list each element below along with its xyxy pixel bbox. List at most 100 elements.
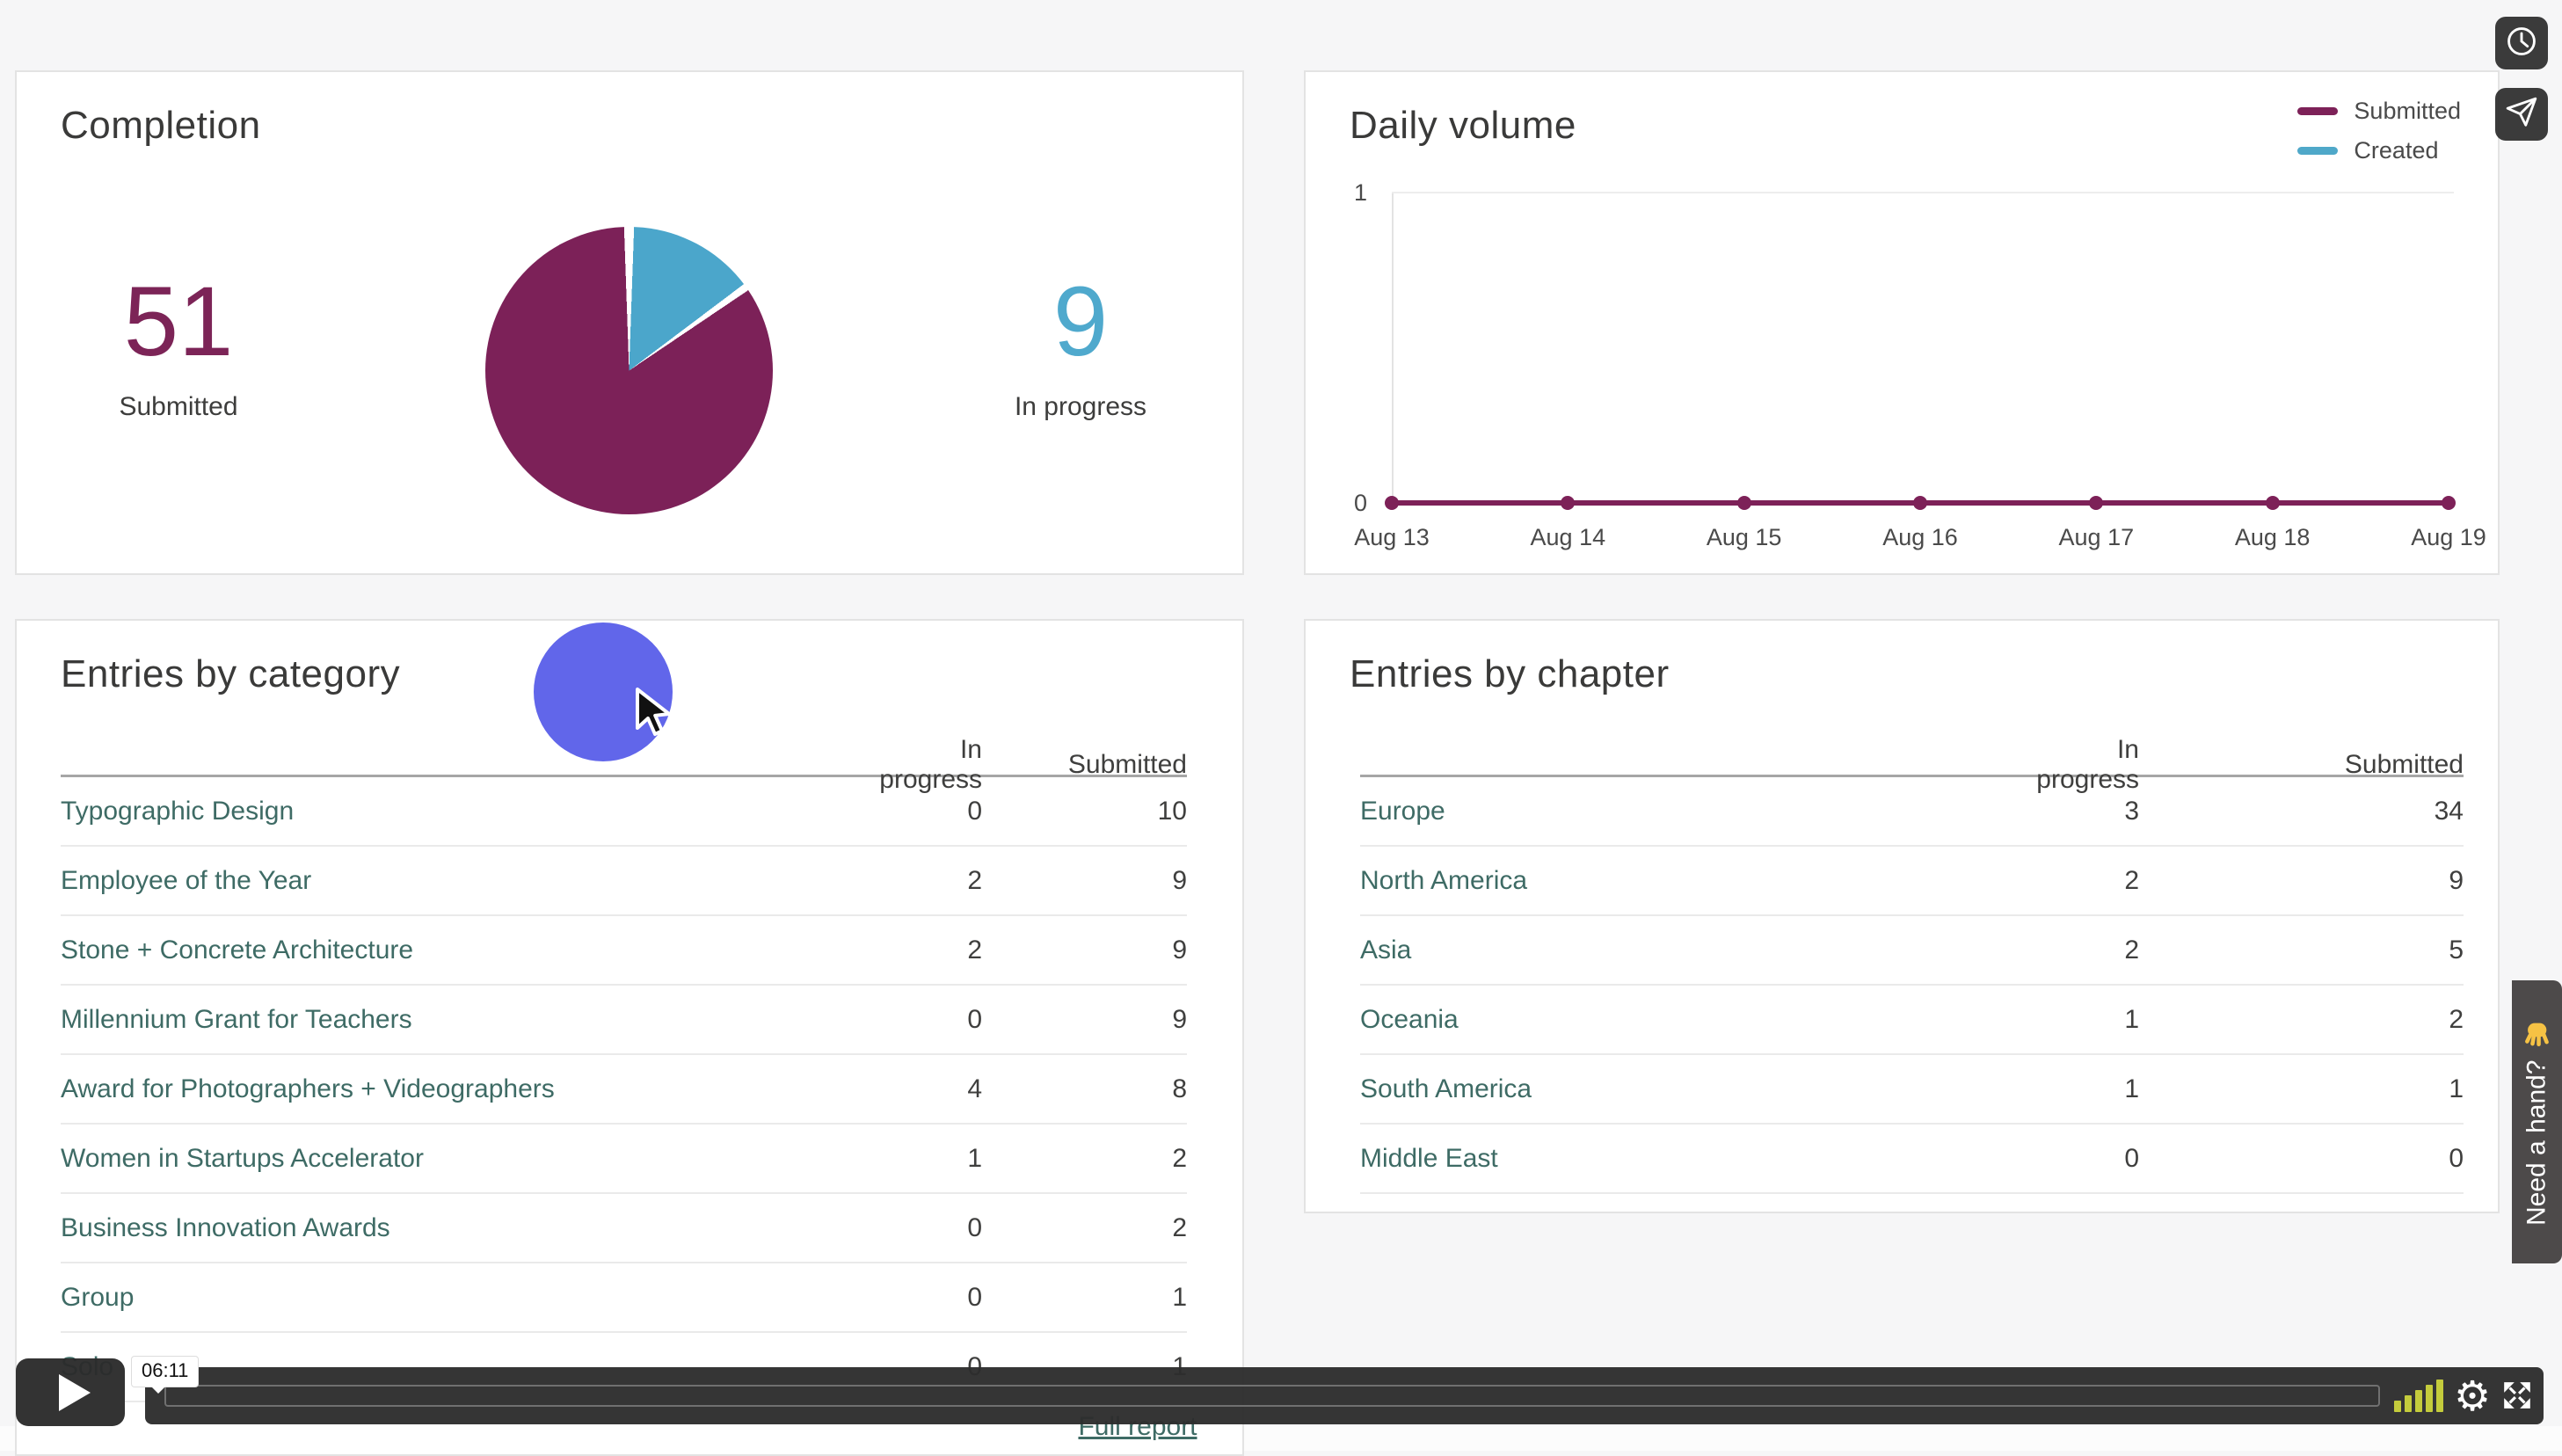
table-row: Typographic Design 0 10 (61, 777, 1187, 847)
submitted-value: 0 (2449, 1143, 2464, 1173)
entries-by-category-title: Entries by category (61, 652, 401, 695)
table-row: Business Innovation Awards 0 2 (61, 1194, 1187, 1263)
row-name-link[interactable]: North America (1360, 865, 1528, 895)
submitted-value: 34 (2434, 796, 2464, 826)
submitted-stat: 51 Submitted (64, 273, 293, 422)
completion-pie-chart (485, 227, 773, 514)
data-point (1385, 496, 1399, 510)
row-name-link[interactable]: Group (61, 1282, 135, 1312)
seek-time-tooltip: 06:11 (132, 1357, 199, 1394)
row-name-link[interactable]: Employee of the Year (61, 865, 312, 895)
play-button[interactable] (16, 1358, 125, 1426)
need-a-hand-tab[interactable]: Need a hand? (2512, 980, 2562, 1263)
in-progress-value: 2 (2124, 865, 2139, 895)
data-point (2442, 496, 2456, 510)
chart-legend: Submitted Created (2297, 91, 2461, 171)
data-point (1561, 496, 1576, 510)
row-name-link[interactable]: Award for Photographers + Videographers (61, 1074, 555, 1103)
in-progress-value: 2 (2124, 935, 2139, 965)
submitted-count: 51 (123, 266, 234, 376)
seek-bar[interactable] (164, 1385, 2380, 1407)
row-name-link[interactable]: South America (1360, 1074, 1532, 1103)
x-axis-tick: Aug 15 (1706, 524, 1782, 550)
data-point (2265, 496, 2280, 510)
in-progress-count: 9 (1052, 266, 1109, 376)
in-progress-stat: 9 In progress (966, 273, 1195, 422)
gridline-top (1392, 192, 2454, 193)
table-row: Asia 2 5 (1360, 916, 2464, 986)
submitted-value: 1 (1172, 1282, 1187, 1312)
daily-volume-title: Daily volume (1350, 104, 1576, 147)
data-point (2089, 496, 2104, 510)
completion-title: Completion (61, 104, 261, 147)
table-row: Stone + Concrete Architecture 2 9 (61, 916, 1187, 986)
table-row: Employee of the Year 2 9 (61, 847, 1187, 916)
play-icon (59, 1373, 91, 1411)
y-axis-tick-0: 0 (1353, 490, 1367, 516)
submitted-value: 8 (1172, 1074, 1187, 1103)
x-axis-tick: Aug 14 (1530, 524, 1606, 550)
submitted-value: 2 (2449, 1004, 2464, 1034)
submitted-value: 9 (1172, 935, 1187, 965)
row-name-link[interactable]: Middle East (1360, 1143, 1498, 1173)
chapters-table: In progress Submitted Europe 3 34 North Ame… (1360, 735, 2464, 1194)
entries-by-chapter-title: Entries by chapter (1350, 652, 1670, 695)
in-progress-value: 0 (967, 1212, 982, 1242)
in-progress-value: 0 (967, 796, 982, 826)
submitted-value: 1 (2449, 1074, 2464, 1103)
table-row: Award for Photographers + Videographers 4… (61, 1055, 1187, 1125)
categories-table: In progress Submitted Typographic Design… (61, 735, 1187, 1402)
table-row: Oceania 1 2 (1360, 986, 2464, 1055)
table-row: Women in Startups Accelerator 1 2 (61, 1125, 1187, 1194)
y-axis-line (1392, 193, 1394, 504)
x-axis-tick: Aug 19 (2411, 524, 2486, 550)
mouse-cursor-icon (632, 686, 674, 746)
x-axis-tick: Aug 18 (2234, 524, 2311, 550)
submitted-line-swatch (2297, 107, 2339, 115)
x-axis-tick: Aug 16 (1882, 524, 1958, 550)
fullscreen-icon[interactable] (2501, 1380, 2533, 1416)
clock-icon (2504, 24, 2539, 63)
player-control-bar: ⚙ (145, 1367, 2544, 1424)
in-progress-value: 4 (967, 1074, 982, 1103)
volume-bars-icon[interactable] (2394, 1380, 2443, 1412)
row-name-link[interactable]: Stone + Concrete Architecture (61, 935, 414, 965)
completion-card: Completion 51 Submitted 9 In progress (15, 70, 1244, 575)
legend-item-created: Created (2297, 131, 2461, 171)
submitted-value: 5 (2449, 935, 2464, 965)
submitted-value: 10 (1157, 796, 1187, 826)
row-name-link[interactable]: Millennium Grant for Teachers (61, 1004, 412, 1034)
x-axis-tick: Aug 17 (2058, 524, 2135, 550)
row-name-link[interactable]: Typographic Design (61, 796, 295, 826)
submitted-series-line (1385, 496, 2456, 510)
legend-label: Created (2354, 137, 2439, 164)
entries-by-chapter-card: Entries by chapter In progress Submitted… (1304, 619, 2500, 1213)
wave-hand-icon (2522, 1018, 2552, 1048)
row-name-link[interactable]: Women in Startups Accelerator (61, 1143, 424, 1173)
need-a-hand-label: Need a hand? (2522, 1059, 2551, 1227)
row-name-link[interactable]: Asia (1360, 935, 1412, 965)
in-progress-column-header: In progress (879, 735, 982, 794)
in-progress-value: 1 (2124, 1004, 2139, 1034)
in-progress-value: 0 (2124, 1143, 2139, 1173)
click-highlight (534, 622, 673, 761)
row-name-link[interactable]: Oceania (1360, 1004, 1459, 1034)
in-progress-value: 2 (967, 865, 982, 895)
in-progress-column-header: In progress (2036, 735, 2139, 794)
submitted-value: 9 (2449, 865, 2464, 895)
submitted-label: Submitted (119, 392, 238, 421)
submitted-column-header: Submitted (2344, 750, 2464, 779)
send-button[interactable] (2495, 88, 2548, 141)
submitted-column-header: Submitted (1067, 750, 1187, 779)
categories-table-header: In progress Submitted (61, 735, 1187, 794)
chapters-table-header: In progress Submitted (1360, 735, 2464, 794)
gear-icon[interactable]: ⚙ (2454, 1372, 2492, 1419)
in-progress-value: 0 (967, 1004, 982, 1034)
row-name-link[interactable]: Europe (1360, 796, 1445, 826)
history-button[interactable] (2495, 17, 2548, 69)
in-progress-label: In progress (1014, 392, 1147, 421)
legend-label: Submitted (2354, 98, 2461, 124)
submitted-value: 2 (1172, 1143, 1187, 1173)
table-row: Group 0 1 (61, 1263, 1187, 1333)
row-name-link[interactable]: Business Innovation Awards (61, 1212, 390, 1242)
